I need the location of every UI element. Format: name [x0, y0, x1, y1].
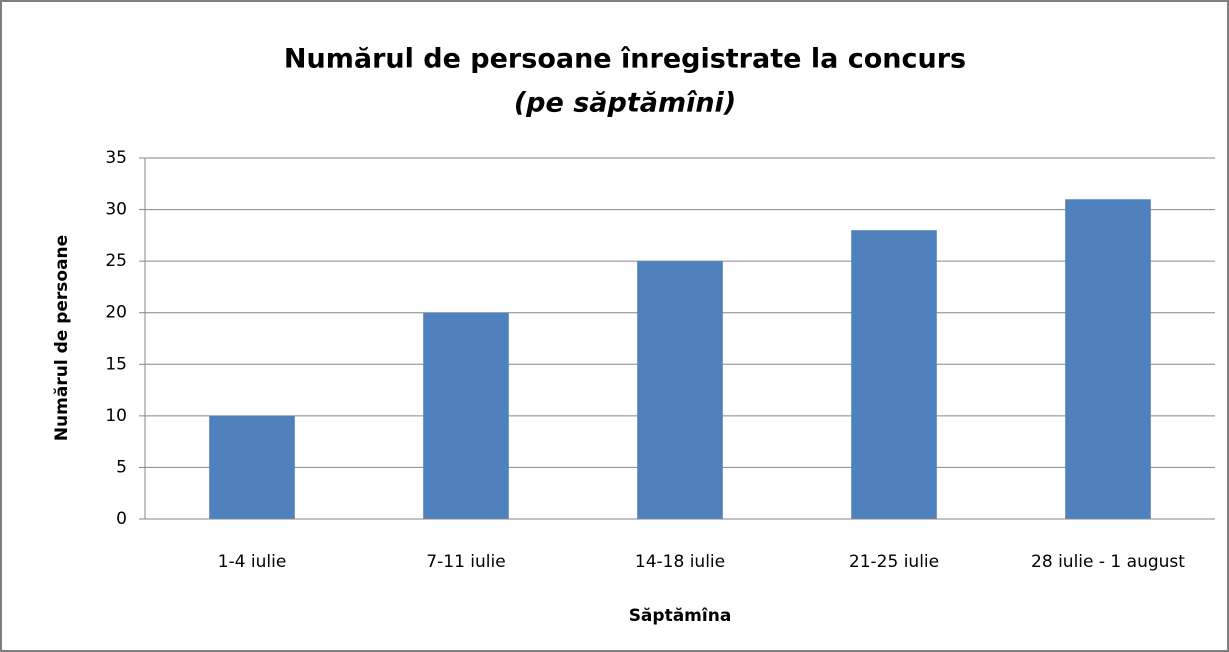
y-tick-label: 10 [105, 406, 127, 426]
bar [637, 261, 723, 519]
x-tick-label: 14-18 iulie [635, 552, 725, 572]
x-tick-label: 28 iulie - 1 august [1031, 552, 1185, 572]
bar [423, 312, 509, 519]
x-tick-label: 1-4 iulie [218, 552, 287, 572]
bar [1065, 199, 1151, 519]
chart-title: Numărul de persoane înregistrate la conc… [284, 44, 966, 75]
chart-subtitle: (pe săptămîni) [514, 88, 736, 119]
bar [851, 230, 937, 519]
y-axis-title: Numărul de persoane [52, 235, 72, 441]
x-tick-label: 7-11 iulie [426, 552, 505, 572]
y-tick-label: 30 [105, 200, 127, 220]
bar [209, 415, 295, 519]
y-tick-label: 20 [105, 303, 127, 323]
y-tick-label: 5 [116, 457, 127, 477]
x-axis-title: Săptămîna [629, 606, 732, 626]
y-tick-label: 35 [105, 148, 127, 168]
y-tick-label: 25 [105, 251, 127, 271]
y-tick-label: 15 [105, 354, 127, 374]
x-tick-label: 21-25 iulie [849, 552, 939, 572]
y-tick-label: 0 [116, 509, 127, 529]
